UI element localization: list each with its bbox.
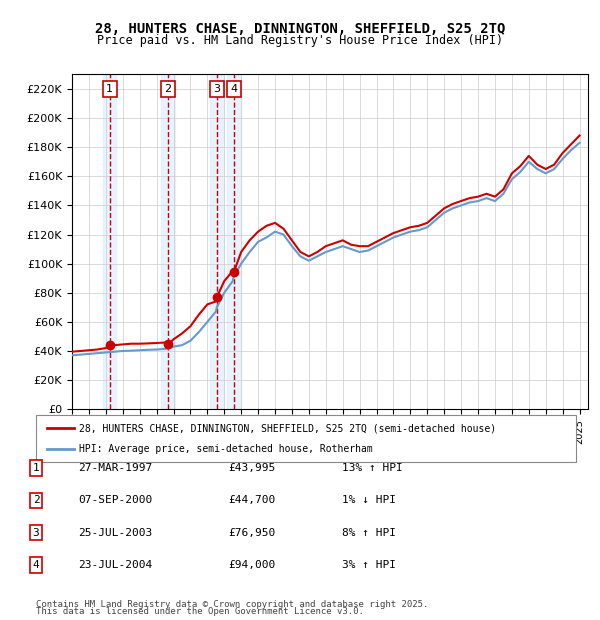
Text: 13% ↑ HPI: 13% ↑ HPI xyxy=(342,463,403,473)
Text: 2: 2 xyxy=(32,495,40,505)
Text: Price paid vs. HM Land Registry's House Price Index (HPI): Price paid vs. HM Land Registry's House … xyxy=(97,34,503,47)
Text: This data is licensed under the Open Government Licence v3.0.: This data is licensed under the Open Gov… xyxy=(36,607,364,616)
Text: £94,000: £94,000 xyxy=(228,560,275,570)
Text: 2: 2 xyxy=(164,84,172,94)
Text: 3: 3 xyxy=(32,528,40,538)
Text: £44,700: £44,700 xyxy=(228,495,275,505)
Text: £76,950: £76,950 xyxy=(228,528,275,538)
Bar xyxy=(210,74,224,409)
Text: 3: 3 xyxy=(214,84,220,94)
Text: 4: 4 xyxy=(32,560,40,570)
Text: 07-SEP-2000: 07-SEP-2000 xyxy=(78,495,152,505)
Text: 28, HUNTERS CHASE, DINNINGTON, SHEFFIELD, S25 2TQ: 28, HUNTERS CHASE, DINNINGTON, SHEFFIELD… xyxy=(95,22,505,36)
Text: 23-JUL-2004: 23-JUL-2004 xyxy=(78,560,152,570)
Bar xyxy=(161,74,175,409)
FancyBboxPatch shape xyxy=(36,415,576,462)
Text: 27-MAR-1997: 27-MAR-1997 xyxy=(78,463,152,473)
Text: 4: 4 xyxy=(230,84,237,94)
Bar xyxy=(103,74,116,409)
Text: 1: 1 xyxy=(32,463,40,473)
Text: Contains HM Land Registry data © Crown copyright and database right 2025.: Contains HM Land Registry data © Crown c… xyxy=(36,600,428,609)
Text: 8% ↑ HPI: 8% ↑ HPI xyxy=(342,528,396,538)
Text: 1: 1 xyxy=(106,84,113,94)
Text: 3% ↑ HPI: 3% ↑ HPI xyxy=(342,560,396,570)
Text: £43,995: £43,995 xyxy=(228,463,275,473)
Text: 1% ↓ HPI: 1% ↓ HPI xyxy=(342,495,396,505)
Text: 28, HUNTERS CHASE, DINNINGTON, SHEFFIELD, S25 2TQ (semi-detached house): 28, HUNTERS CHASE, DINNINGTON, SHEFFIELD… xyxy=(79,423,496,433)
Text: 25-JUL-2003: 25-JUL-2003 xyxy=(78,528,152,538)
Text: HPI: Average price, semi-detached house, Rotherham: HPI: Average price, semi-detached house,… xyxy=(79,444,373,454)
Bar xyxy=(227,74,241,409)
